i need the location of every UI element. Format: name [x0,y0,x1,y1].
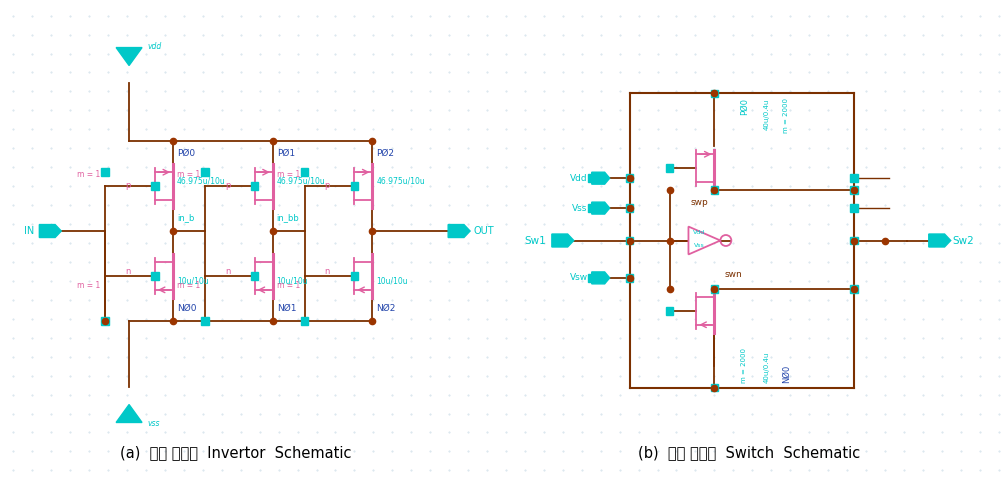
Bar [201,317,209,325]
Text: p: p [125,181,130,190]
Text: Vss: Vss [693,243,704,248]
Text: OUT: OUT [472,226,493,236]
Bar [850,204,857,212]
Text: swp: swp [690,198,707,207]
Text: n: n [125,267,130,276]
Text: swn: swn [723,270,741,279]
Text: m = 1: m = 1 [177,170,200,179]
Text: IN: IN [24,226,34,236]
Bar [588,204,595,212]
Text: NØ2: NØ2 [376,304,395,313]
Bar [625,174,633,182]
Text: PØ0: PØ0 [739,99,748,115]
Bar [151,183,158,190]
Bar [350,272,358,280]
Bar [251,272,258,280]
Polygon shape [928,234,950,247]
Bar [588,174,595,182]
Text: p: p [225,181,230,190]
Text: vss: vss [146,420,159,428]
Text: 40u/0.4u: 40u/0.4u [762,99,768,130]
Text: m = 1: m = 1 [277,170,300,179]
Text: Vdd: Vdd [570,174,587,183]
Text: NØ1: NØ1 [277,304,296,313]
Bar [850,174,857,182]
Bar [101,169,108,176]
Text: PØ1: PØ1 [277,149,295,158]
Bar [665,165,673,172]
Polygon shape [591,172,609,184]
Bar [588,274,595,282]
Bar [301,169,308,176]
Bar [625,237,633,244]
Polygon shape [591,272,609,284]
Text: 10u/10u: 10u/10u [177,276,209,285]
Text: m = 1: m = 1 [77,170,100,179]
Bar [251,183,258,190]
Text: m = 1: m = 1 [77,281,100,290]
Bar [151,272,158,280]
Text: PØ2: PØ2 [376,149,394,158]
Bar [301,317,308,325]
Bar [350,183,358,190]
Bar [850,186,857,194]
Text: vdd: vdd [146,42,161,51]
Text: NØ0: NØ0 [781,364,790,383]
Text: n: n [324,267,330,276]
Text: Sw1: Sw1 [524,236,546,245]
Bar [625,204,633,212]
Text: p: p [324,181,330,190]
Text: (a)  신호 제어용  Invertor  Schematic: (a) 신호 제어용 Invertor Schematic [120,445,351,460]
Text: in_bb: in_bb [277,213,299,222]
Polygon shape [39,225,61,238]
Polygon shape [591,202,609,214]
Text: in_b: in_b [177,213,195,222]
Bar [710,90,717,97]
Text: 10u/10u: 10u/10u [376,276,407,285]
Polygon shape [688,227,720,255]
Polygon shape [116,405,141,423]
Text: PØ0: PØ0 [177,149,195,158]
Bar [710,186,717,194]
Bar [710,285,717,293]
Text: n: n [225,267,230,276]
Bar [101,317,108,325]
Text: Vdd: Vdd [693,229,705,235]
Text: Vss: Vss [572,204,587,213]
Text: (b)  신호 제어용  Switch  Schematic: (b) 신호 제어용 Switch Schematic [638,445,860,460]
Bar [710,384,717,391]
Polygon shape [116,47,141,66]
Text: 46.975u/10u: 46.975u/10u [177,177,226,185]
Polygon shape [552,234,574,247]
Text: m = 1: m = 1 [277,281,300,290]
Text: 46.975u/10u: 46.975u/10u [277,177,325,185]
Text: m = 2000: m = 2000 [782,99,788,133]
Bar [625,274,633,282]
Text: 10u/10u: 10u/10u [277,276,308,285]
Text: 46.975u/10u: 46.975u/10u [376,177,424,185]
Text: 40u/0.4u: 40u/0.4u [762,351,768,383]
Text: NØ0: NØ0 [177,304,197,313]
Polygon shape [447,225,469,238]
Text: m = 2000: m = 2000 [740,348,746,383]
Text: Sw2: Sw2 [952,236,974,245]
Text: m = 1: m = 1 [177,281,200,290]
Bar [850,237,857,244]
Bar [201,169,209,176]
Text: Vsw: Vsw [569,273,587,283]
Bar [665,307,673,314]
Bar [850,285,857,293]
